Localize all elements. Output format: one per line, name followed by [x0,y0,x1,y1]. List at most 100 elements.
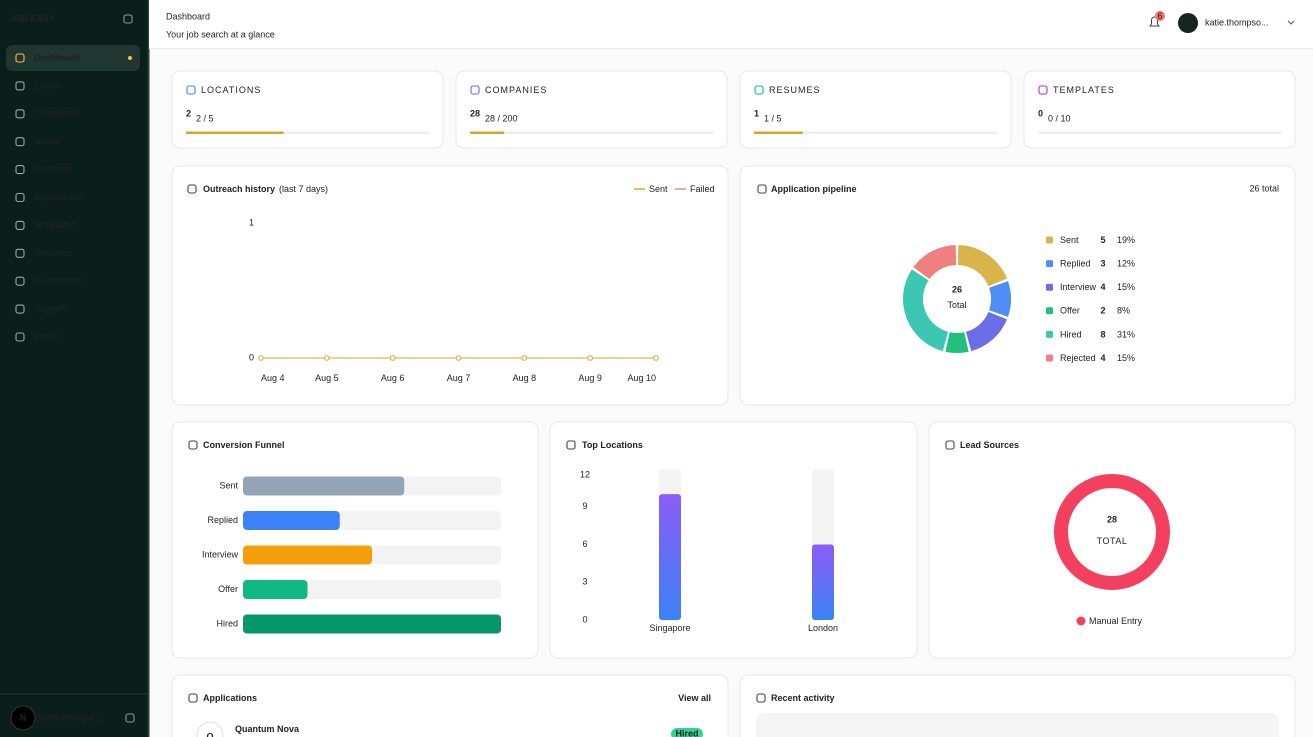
nav-item[interactable]: Global [34,136,60,146]
x-tick-label: Aug 10 [627,373,656,383]
x-tick-label: Aug 7 [447,373,471,383]
header-user[interactable]: katie.thompso... [1205,17,1269,27]
legend-percent: 12% [1117,258,1135,268]
icon [566,440,576,450]
header-avatar[interactable] [1178,13,1198,33]
progress-track [186,131,430,134]
bar-label: Interview [202,549,239,559]
card [1023,70,1296,149]
y-tick-label: 9 [582,501,587,511]
nav-active [6,45,140,71]
x-tick-label: Aug 6 [381,373,405,383]
card [739,70,1012,149]
y-tick-label: 1 [249,217,254,227]
icon [15,53,25,63]
center-label: TOTAL [1097,536,1128,546]
nav-item[interactable]: Support [34,303,66,313]
company-avatar [196,721,224,737]
point [324,355,330,361]
legend-percent: 31% [1117,329,1135,339]
legend-count: 3 [1100,258,1105,268]
nav-item[interactable]: Subscription [34,276,84,286]
icon [123,14,133,24]
stat-usage: 28 / 200 [485,113,518,123]
legend-swatch [1046,330,1053,338]
legend-count: 8 [1100,329,1105,339]
nav-item[interactable]: Dashboard [34,52,81,62]
legend-label: Hired [1060,329,1082,339]
page-title: Dashboard [166,11,210,21]
card [549,421,918,659]
card [455,70,728,149]
donut-slice [913,245,957,279]
legend-percent: 19% [1117,235,1135,245]
icon [15,109,25,119]
icon [15,332,25,342]
y-tick-label: 0 [249,352,254,362]
icon [125,713,135,723]
company-name[interactable]: Quantum Nova [235,724,300,734]
progress-track [1038,131,1282,134]
initials: KA [1182,18,1195,28]
nav-item[interactable]: Locations [34,164,73,174]
y-tick-label: 6 [582,539,587,549]
progress-track [470,131,714,134]
icon [470,85,480,95]
stat-value: 2 [186,108,191,118]
status-pill [671,728,703,737]
icon [188,693,198,703]
progress-fill [754,131,803,134]
bar-label: Hired [216,618,238,628]
total-label: 26 total [1249,183,1279,193]
legend-dot [1076,616,1086,626]
nav-item[interactable]: Resumes [34,248,73,258]
bar [243,545,372,565]
card-title: Lead Sources [960,440,1019,450]
view-all[interactable]: View all [678,693,711,703]
stat-value: 28 [470,108,480,118]
card [171,165,729,406]
icon [15,81,25,91]
page-subtitle: Your job search at a glance [166,29,275,39]
stat-label: LOCATIONS [201,85,261,95]
donut-slice [945,332,969,353]
nav-item[interactable]: Search [34,80,63,90]
icon [1038,85,1048,95]
legend-percent: 15% [1117,353,1135,363]
donut-slice [903,269,949,352]
donut-slice [957,245,1007,287]
card [928,421,1296,659]
nav-item[interactable]: Applications [34,192,83,202]
legend-label: Manual Entry [1089,616,1143,626]
nav-item[interactable]: Templates [34,220,76,230]
x-tick-label: London [808,623,838,633]
stat-usage: 0 / 10 [1048,113,1071,123]
legend-percent: 8% [1117,306,1130,316]
progress-track [754,131,998,134]
bar [243,476,405,496]
point [521,355,528,361]
icon [15,192,25,203]
point [587,355,593,361]
bar-label: Sent [219,480,238,490]
legend-swatch [1046,260,1053,268]
user-avatar [10,705,36,731]
y-tick-label: 3 [582,577,587,587]
y-tick-label: 0 [582,614,587,624]
icon [15,248,25,258]
icon [754,85,764,95]
nav-item[interactable]: Profile [34,331,60,341]
x-tick-label: Aug 9 [578,373,602,383]
stat-label: COMPANIES [485,85,547,95]
legend-count: 2 [1100,306,1105,316]
x-tick-label: Aug 4 [261,373,285,383]
bar [243,580,308,599]
active-dot [128,56,132,60]
stat-usage: 1 / 5 [764,113,782,123]
header [149,0,1313,48]
icon [186,85,196,95]
nav-item[interactable]: Companies [34,108,80,118]
card-subtitle: (last 7 days) [279,184,328,194]
legend-label: Failed [690,184,715,194]
